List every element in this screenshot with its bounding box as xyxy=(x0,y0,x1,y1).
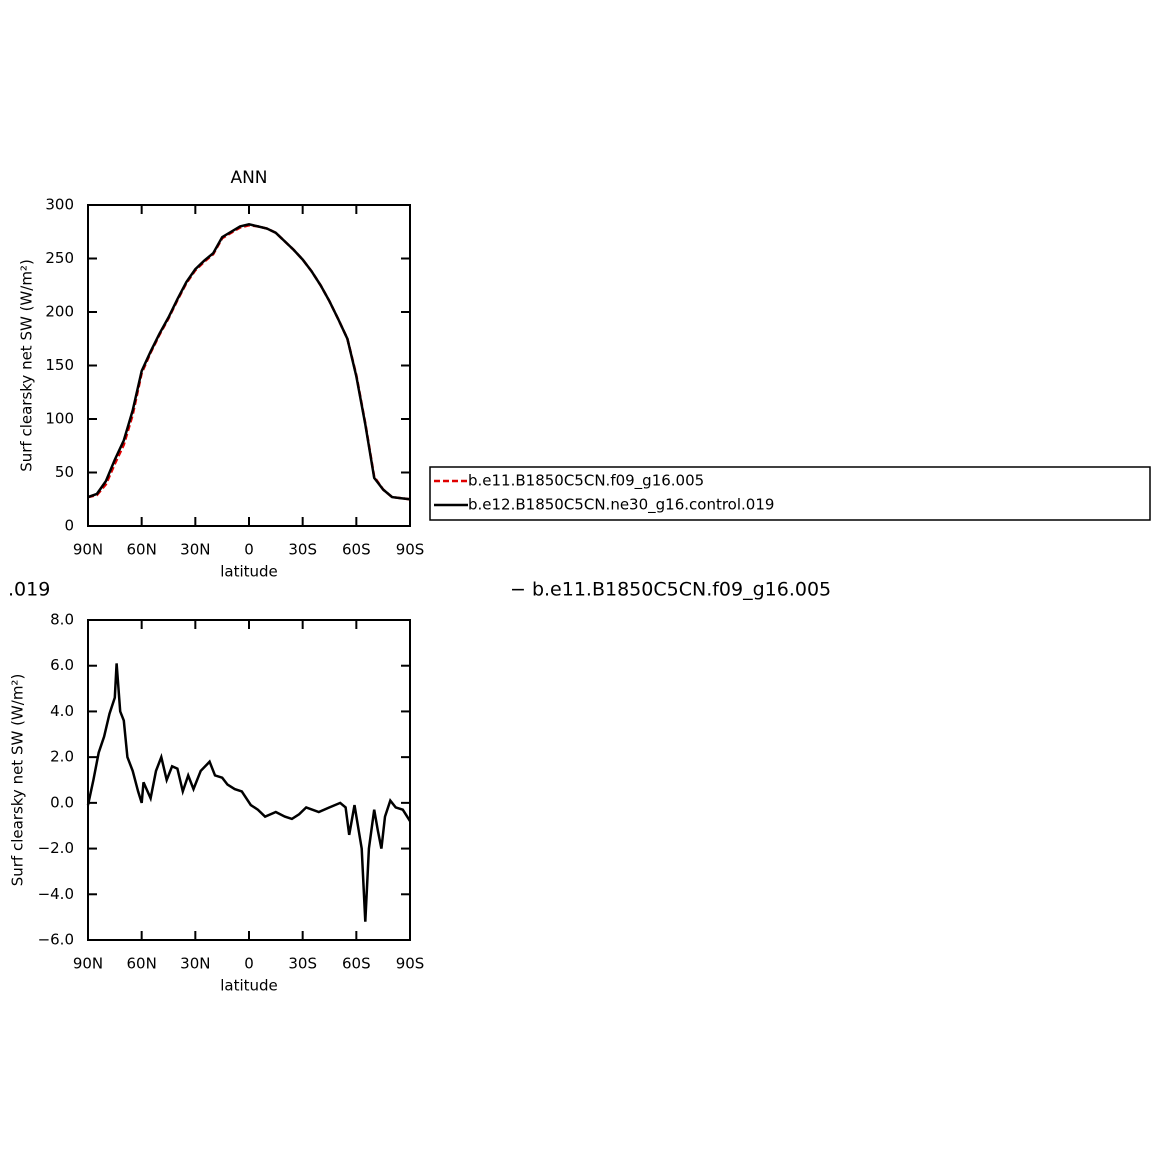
x-tick-label: 30N xyxy=(180,541,210,559)
annotation: .019 xyxy=(8,579,50,601)
x-tick-label: 0 xyxy=(244,541,254,559)
y-tick-label: 200 xyxy=(45,303,74,321)
x-axis-label: latitude xyxy=(220,563,278,581)
y-tick-label: −4.0 xyxy=(38,885,74,903)
x-tick-label: 30N xyxy=(180,955,210,973)
x-tick-label: 0 xyxy=(244,955,254,973)
x-tick-label: 60N xyxy=(127,541,157,559)
y-tick-label: 8.0 xyxy=(50,611,74,629)
legend-label: b.e12.B1850C5CN.ne30_g16.control.019 xyxy=(468,496,774,515)
plot-frame xyxy=(87,619,411,941)
x-tick-label: 90N xyxy=(73,955,103,973)
x-tick-label: 60S xyxy=(342,955,371,973)
x-tick-label: 60S xyxy=(342,541,371,559)
x-axis-label: latitude xyxy=(220,977,278,995)
x-tick-label: 30S xyxy=(288,955,317,973)
data-line xyxy=(87,224,411,501)
x-tick-label: 90S xyxy=(396,955,425,973)
y-tick-label: −6.0 xyxy=(38,931,74,949)
annotation: − b.e11.B1850C5CN.f09_g16.005 xyxy=(510,579,831,601)
y-tick-label: −2.0 xyxy=(38,839,74,857)
y-axis-label: Surf clearsky net SW (W/m²) xyxy=(18,259,36,472)
chart-title: ANN xyxy=(230,168,267,188)
y-tick-label: 6.0 xyxy=(50,656,74,674)
data-line xyxy=(87,223,411,501)
y-tick-label: 250 xyxy=(45,249,74,267)
y-tick-label: 0 xyxy=(64,517,74,535)
y-tick-label: 150 xyxy=(45,356,74,374)
y-tick-label: 4.0 xyxy=(50,702,74,720)
x-tick-label: 90S xyxy=(396,541,425,559)
x-tick-label: 60N xyxy=(127,955,157,973)
plot-frame xyxy=(87,204,411,527)
y-tick-label: 0.0 xyxy=(50,793,74,811)
x-tick-label: 90N xyxy=(73,541,103,559)
y-tick-label: 2.0 xyxy=(50,748,74,766)
data-line xyxy=(86,663,412,922)
y-tick-label: 100 xyxy=(45,410,74,428)
x-tick-label: 30S xyxy=(288,541,317,559)
y-tick-label: 300 xyxy=(45,196,74,214)
legend-box xyxy=(429,466,1151,521)
y-axis-label: Surf clearsky net SW (W/m²) xyxy=(9,674,27,887)
legend-label: b.e11.B1850C5CN.f09_g16.005 xyxy=(468,472,704,491)
y-tick-label: 50 xyxy=(55,463,74,481)
